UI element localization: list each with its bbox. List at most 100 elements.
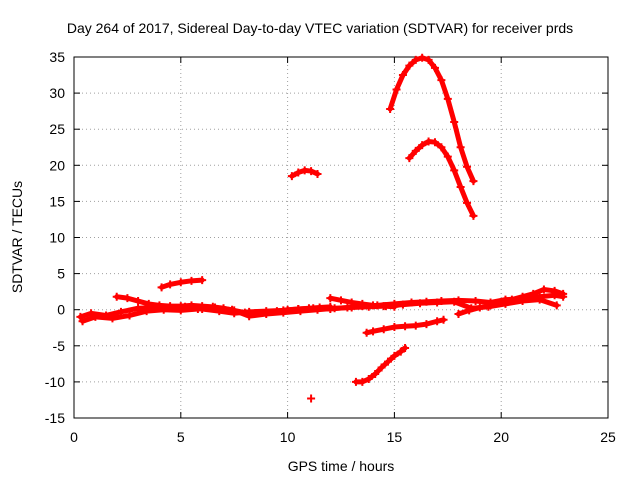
data-point [294, 168, 303, 177]
data-point [198, 302, 207, 311]
y-tick-label: 10 [49, 230, 65, 246]
data-point [369, 327, 378, 336]
data-point [454, 310, 463, 319]
data-point [198, 276, 207, 285]
data-point [294, 304, 303, 313]
data-point [497, 298, 506, 307]
data-point [304, 304, 313, 313]
data-point [418, 53, 427, 62]
data-point [307, 167, 316, 176]
data-point [443, 152, 452, 161]
data-point [433, 317, 442, 326]
x-tick-label: 0 [70, 429, 78, 445]
data-point [326, 302, 335, 311]
data-point [450, 166, 459, 175]
series-arc-2.0 [454, 285, 568, 319]
data-point [456, 182, 465, 191]
data-point [76, 312, 85, 321]
data-point [411, 55, 420, 64]
data-point [471, 297, 480, 306]
x-tick-label: 25 [600, 429, 616, 445]
data-point [369, 301, 378, 310]
data-point [307, 394, 316, 403]
data-point [430, 63, 439, 72]
data-point [529, 289, 538, 298]
data-point [443, 94, 452, 103]
data-point [262, 308, 271, 317]
series-arc-19 [287, 166, 322, 181]
data-point [347, 298, 356, 307]
data-point [465, 306, 474, 315]
data-point [377, 363, 386, 372]
data-point [315, 303, 324, 312]
x-tick-label: 10 [280, 429, 296, 445]
data-point [469, 177, 478, 186]
data-point [176, 278, 185, 287]
data-point [430, 138, 439, 147]
data-point [108, 314, 117, 323]
data-point [187, 301, 196, 310]
data-point [386, 104, 395, 113]
data-point [463, 162, 472, 171]
data-point [401, 322, 410, 331]
data-point [379, 302, 388, 311]
y-tick-label: 15 [49, 193, 65, 209]
data-point [208, 302, 217, 311]
data-point [433, 298, 442, 307]
x-tick-label: 15 [387, 429, 403, 445]
data-point [337, 296, 345, 305]
y-tick-label: 0 [57, 302, 65, 318]
y-tick-label: 5 [57, 266, 65, 282]
data-point [240, 308, 249, 317]
data-point [405, 61, 414, 70]
data-point [507, 295, 516, 304]
series-arc-3.5 [157, 276, 207, 292]
data-point [535, 295, 544, 304]
data-point [422, 320, 431, 329]
data-point [230, 306, 239, 315]
data-point [486, 301, 495, 310]
data-point [439, 315, 448, 324]
data-point [371, 369, 380, 378]
chart-title: Day 264 of 2017, Sidereal Day-to-day VTE… [66, 20, 574, 36]
data-point [398, 300, 407, 309]
series-arc-1.5 [326, 294, 399, 311]
data-point [437, 76, 446, 85]
data-point [358, 377, 367, 386]
data-point [401, 343, 410, 352]
data-point [287, 172, 296, 181]
data-point [416, 299, 425, 308]
data-point [456, 143, 465, 152]
data-point [390, 323, 399, 332]
y-tick-label: 25 [49, 121, 65, 137]
y-tick-label: 20 [49, 157, 65, 173]
data-point [166, 280, 175, 289]
series-trace [353, 345, 408, 385]
data-point [552, 301, 561, 310]
data-point [283, 305, 292, 314]
series-arc-neg2 [362, 315, 448, 337]
data-point [383, 357, 392, 366]
data-point [187, 276, 196, 285]
data-point [251, 309, 260, 318]
series-arc-23 [405, 137, 478, 220]
data-point [125, 311, 134, 320]
data-point [219, 304, 228, 313]
data-point [469, 211, 478, 220]
y-axis-label: SDTVAR / TECUs [9, 180, 25, 294]
data-point [91, 312, 100, 321]
series-arc-35 [386, 53, 478, 186]
y-tick-label: -5 [53, 338, 66, 354]
data-point [392, 85, 401, 94]
x-axis-label: GPS time / hours [287, 458, 395, 474]
y-tick-label: -15 [45, 410, 65, 426]
data-point [362, 328, 371, 337]
data-point [142, 307, 151, 316]
data-point [157, 283, 166, 292]
x-tick-label: 5 [177, 429, 185, 445]
data-point [313, 169, 322, 178]
data-point [411, 146, 420, 155]
data-point [418, 141, 427, 150]
x-tick-label: 20 [493, 429, 509, 445]
